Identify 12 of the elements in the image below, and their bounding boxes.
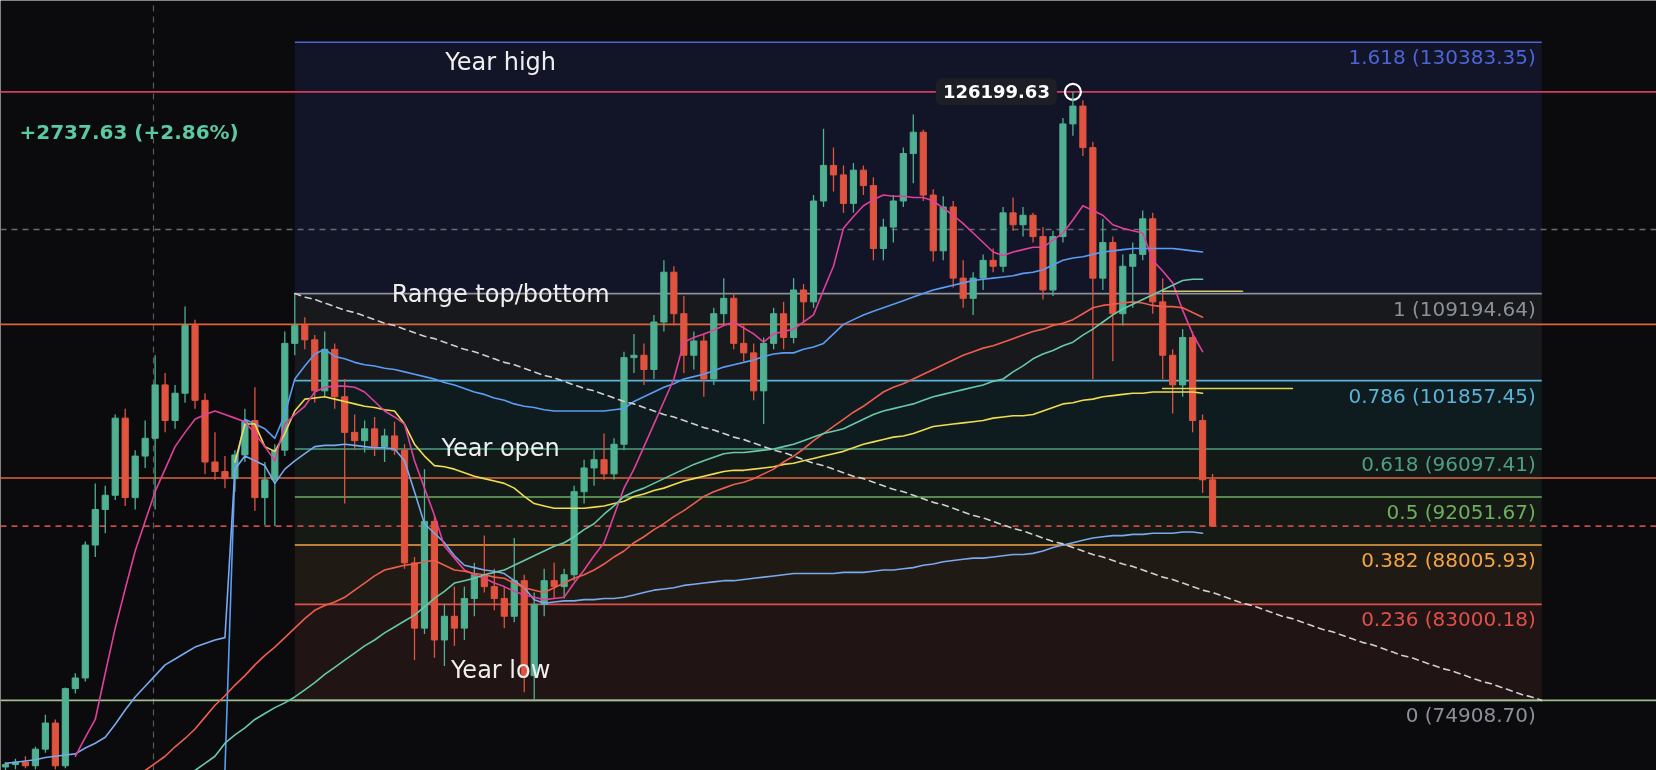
ref-line-label: 1.618 (130383.35) [1348, 45, 1536, 70]
ref-line-label: 0.618 (96097.41) [1361, 452, 1536, 477]
annotation: Year open [440, 434, 560, 463]
ref-line-label: 0 (74908.70) [1405, 703, 1536, 728]
ref-line-label: 0.786 (101857.45) [1348, 383, 1536, 408]
data-label: 126199.63 [942, 81, 1050, 103]
ref-line-label: 1 (109194.64) [1392, 296, 1536, 321]
ref-line-label: 0.236 (83000.18) [1361, 607, 1536, 632]
annotation: Year high [444, 47, 556, 76]
ref-line-label: 0.382 (88005.93) [1361, 548, 1536, 573]
annotation: +2737.63 (+2.86%) [19, 119, 239, 144]
ref-line-label: 0.5 (92051.67) [1386, 500, 1536, 525]
